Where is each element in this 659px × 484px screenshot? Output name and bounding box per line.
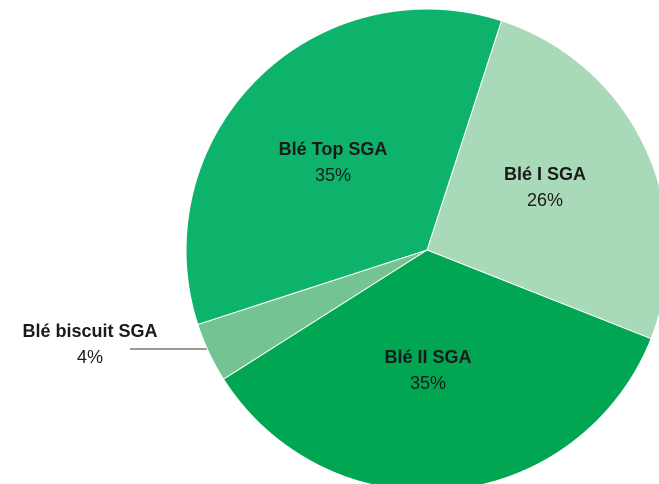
- pie-slice: [222, 249, 652, 484]
- slice-label: Blé I SGA: [504, 164, 586, 184]
- slice-label: Blé biscuit SGA: [22, 321, 157, 341]
- slice-value: 4%: [77, 347, 103, 367]
- pie-slice: [185, 8, 503, 326]
- slice-value: 26%: [527, 190, 563, 210]
- pie-slice: [426, 20, 659, 340]
- slice-value: 35%: [315, 165, 351, 185]
- slice-label: Blé Top SGA: [279, 139, 388, 159]
- slice-value: 35%: [410, 373, 446, 393]
- slice-label: Blé II SGA: [384, 347, 471, 367]
